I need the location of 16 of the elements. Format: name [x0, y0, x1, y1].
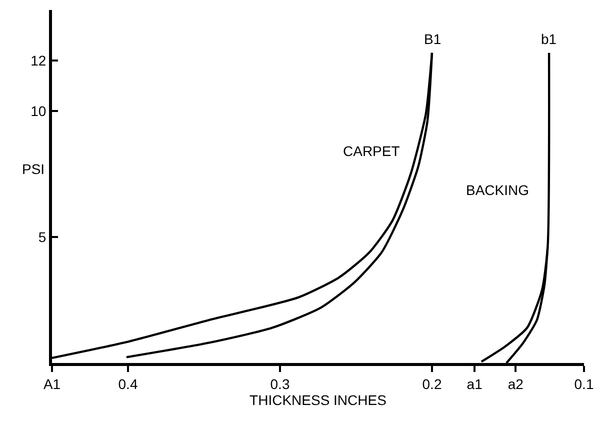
annotation: b1 — [541, 31, 557, 47]
x-tick-label: 0.1 — [574, 376, 594, 392]
x-tick-label: 0.4 — [118, 376, 138, 392]
x-tick-label: A1 — [43, 376, 61, 392]
y-tick-label: 10 — [30, 102, 46, 119]
x-axis-title: THICKNESS INCHES — [250, 392, 386, 408]
annotation: B1 — [424, 31, 442, 47]
y-axis-title: PSI — [22, 161, 45, 177]
y-tick-label: 12 — [30, 52, 46, 68]
x-tick-label: 0.2 — [422, 376, 442, 392]
y-tick-label: 5 — [38, 228, 46, 245]
annotation: BACKING — [466, 182, 530, 198]
x-tick-label: 0.3 — [270, 376, 290, 392]
x-tick-label: a1 — [466, 376, 483, 392]
x-tick-label: a2 — [508, 376, 524, 392]
annotation: CARPET — [343, 143, 400, 159]
